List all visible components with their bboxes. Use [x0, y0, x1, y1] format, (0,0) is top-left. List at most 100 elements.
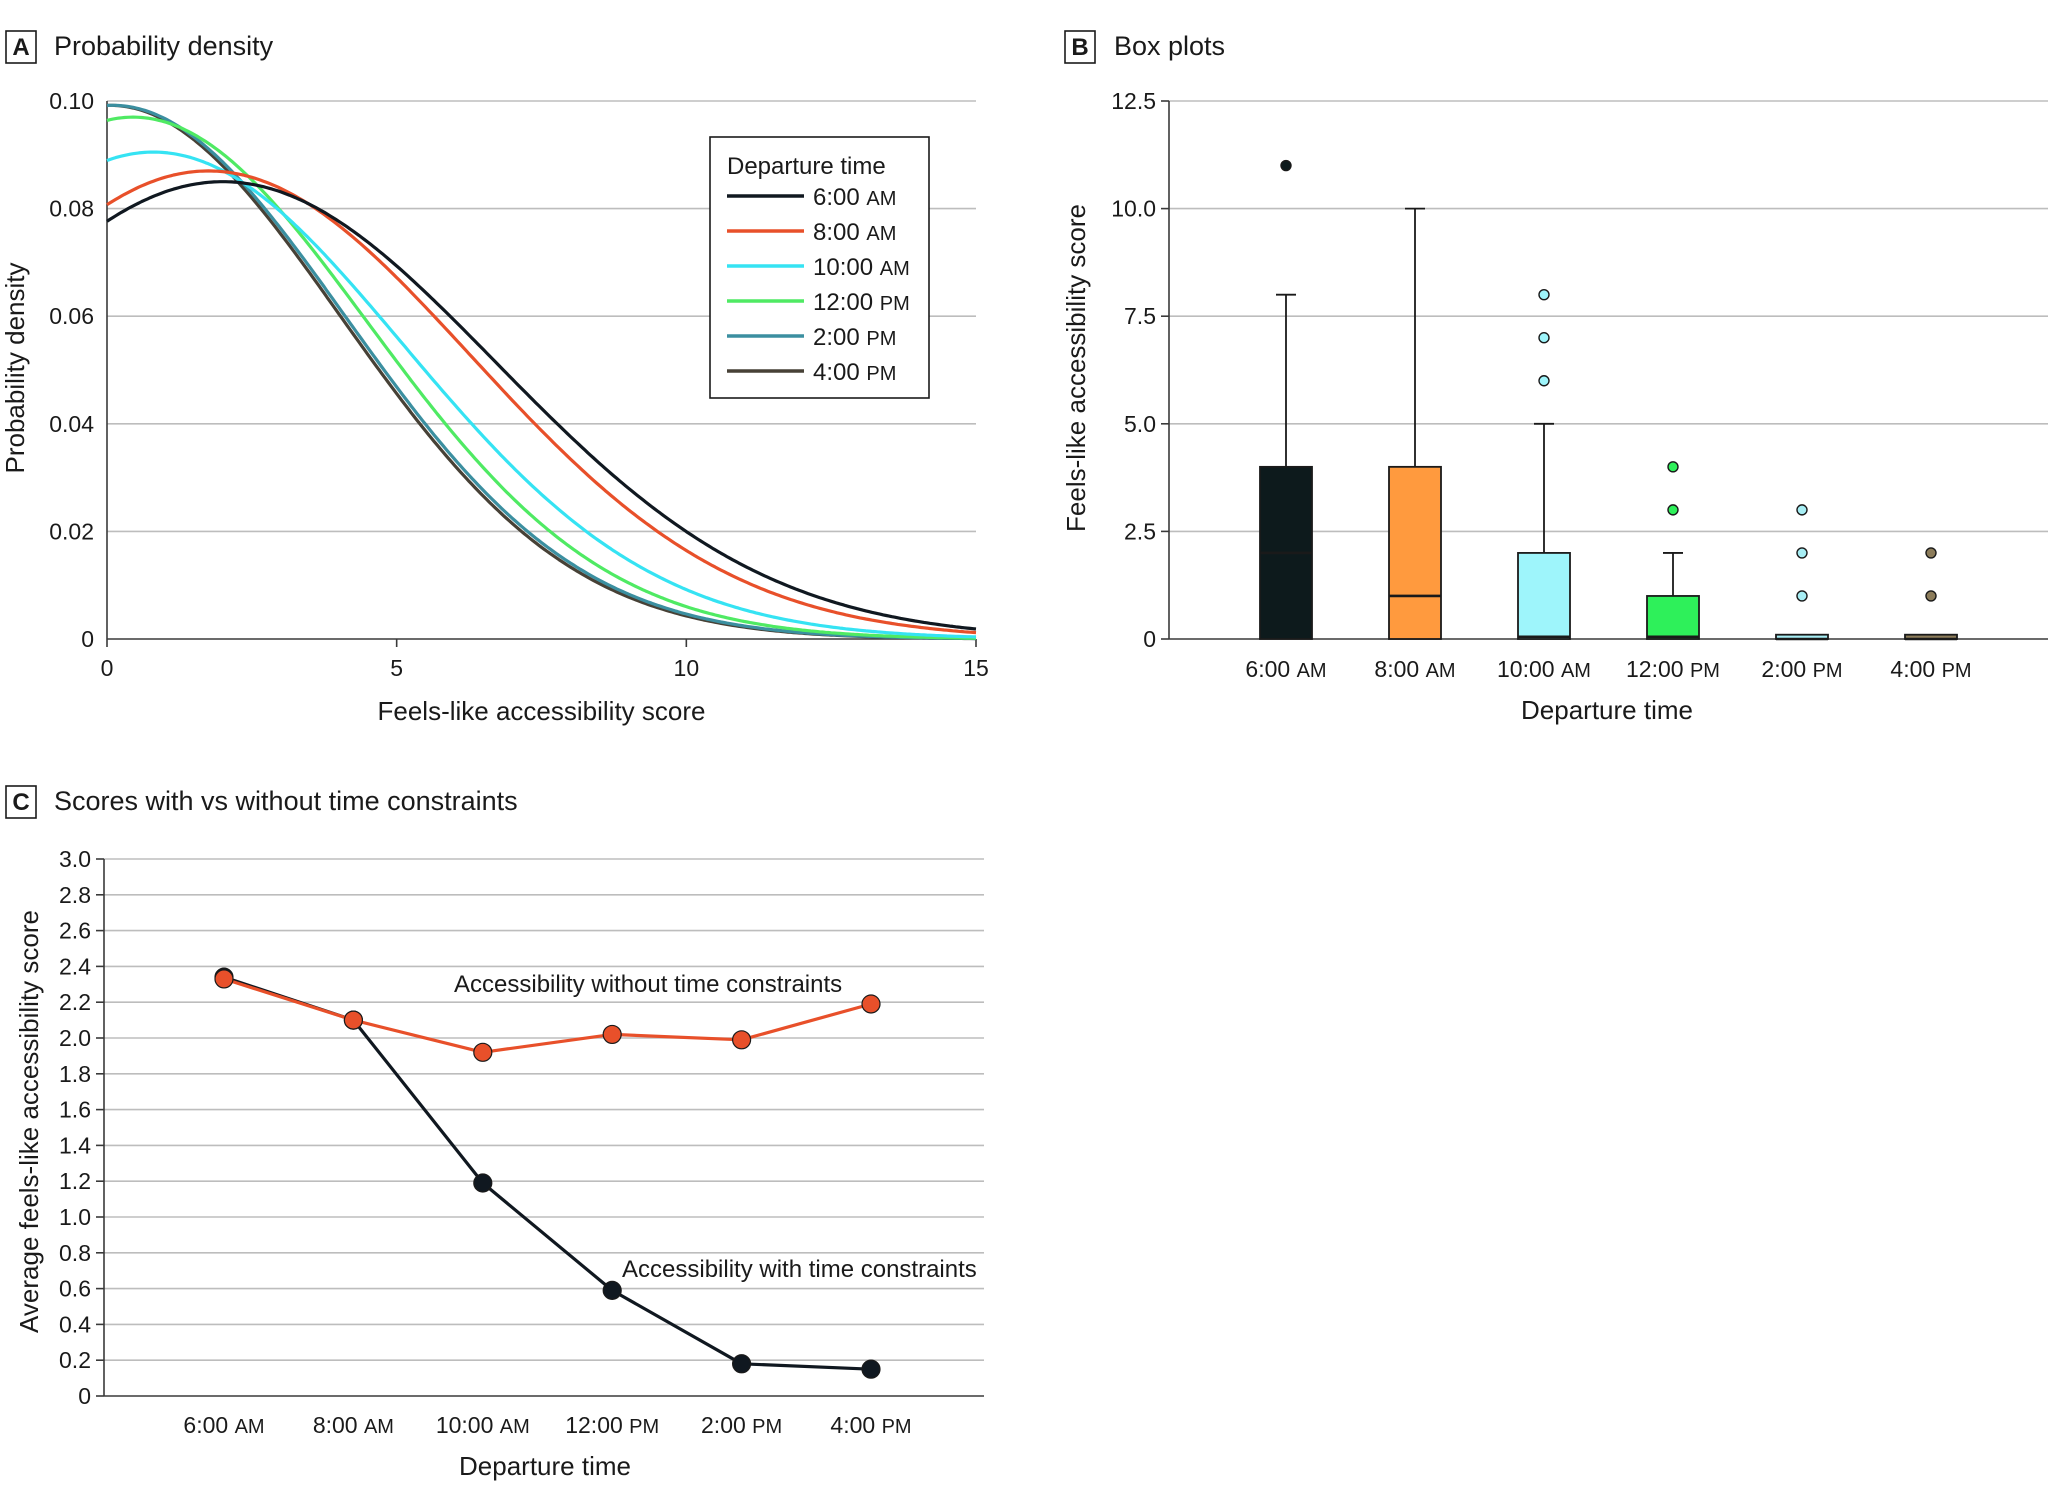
- panel-b-box: [1646, 595, 1700, 640]
- panel-b-outlier: [1667, 461, 1679, 473]
- panel-c-y-tick-label: 0.4: [59, 1311, 91, 1337]
- panel-a-legend-time: 2:00: [813, 324, 866, 351]
- panel-c-annotation-with: Accessibility with time constraints: [622, 1256, 977, 1283]
- panel-c-y-tick-label: 1.8: [59, 1061, 91, 1087]
- panel-c-data-point: [861, 994, 881, 1014]
- panel-c-line-chart: 0 0.2 0.4 0.6 0.8 1.0 1.2 1.4 1.6 1.8 2.0 2.2 2.4 2.6…: [14, 846, 984, 1481]
- panel-b-outlier: [1925, 547, 1937, 559]
- panel-a-legend-label: 12:00 PM: [813, 289, 910, 316]
- panel-c-x-tick-label-time: 8:00: [313, 1412, 364, 1438]
- panel-c-x-tick-label: 4:00 PM: [830, 1412, 911, 1438]
- panel-c-header: C Scores with vs without time constraint…: [5, 785, 518, 819]
- panel-a-density-chart: 0 0.02 0.04 0.06 0.08 0.10 0 5 10 15 Feels-like ac…: [0, 88, 989, 726]
- panel-a-legend-suffix: PM: [880, 293, 910, 315]
- panel-b-y-tick-label: 2.5: [1124, 518, 1156, 544]
- panel-c-data-point: [602, 1024, 622, 1045]
- panel-c-y-tick-label: 2.8: [59, 882, 91, 908]
- panel-c-y-tick-label: 3.0: [59, 846, 91, 872]
- panel-a-y-tick-label: 0.04: [49, 411, 94, 437]
- panel-a-letter: A: [12, 34, 29, 61]
- panel-c-y-tick-label: 0.6: [59, 1276, 91, 1302]
- panel-c-x-tick-label-time: 4:00: [830, 1412, 881, 1438]
- panel-c-x-tick-label: 12:00 PM: [565, 1412, 659, 1438]
- panel-a-y-tick-label: 0.06: [49, 303, 94, 329]
- panel-a-legend-suffix: AM: [866, 188, 896, 210]
- panel-c-x-tick-label-suffix: PM: [629, 1416, 659, 1438]
- panel-c-y-tick-label: 0.2: [59, 1347, 91, 1373]
- panel-c-x-tick-label-time: 6:00: [183, 1412, 234, 1438]
- panel-c-x-tick-label-time: 12:00: [565, 1412, 629, 1438]
- panel-c-y-tick-label: 1.6: [59, 1097, 91, 1123]
- panel-b-x-tick-label-time: 12:00: [1626, 656, 1690, 682]
- panel-c-letter-box: [5, 785, 37, 819]
- panel-a-series-line: [106, 169, 977, 635]
- panel-a-x-axis-label: Feels-like accessibility score: [378, 696, 706, 726]
- panel-c-data-point: [214, 969, 234, 989]
- panel-a-x-tick-label: 5: [390, 655, 403, 681]
- panel-a-x-tick-label: 0: [101, 655, 114, 681]
- panel-b-x-tick-label-time: 6:00: [1245, 656, 1296, 682]
- panel-b-outlier: [1538, 375, 1550, 387]
- panel-b-x-tick-label-time: 4:00: [1890, 656, 1941, 682]
- panel-a-legend-label: 4:00 PM: [813, 359, 896, 386]
- panel-b-y-tick-label: 0: [1143, 626, 1156, 652]
- panel-a-series-line: [106, 115, 977, 640]
- panel-a-legend-suffix: PM: [866, 363, 896, 385]
- panel-c-y-tick-label: 1.4: [59, 1132, 91, 1158]
- panel-b-x-tick-label: 4:00 PM: [1890, 656, 1971, 682]
- panel-b-outlier: [1796, 590, 1808, 602]
- panel-b-outlier: [1538, 288, 1550, 301]
- panel-b-x-tick-label: 10:00 AM: [1497, 656, 1591, 682]
- panel-b-x-tick-label-suffix: PM: [1690, 660, 1720, 682]
- panel-b-box-chart: 02.55.07.510.012.56:00 AM 8:00 AM 10:00 AM…: [1061, 88, 2048, 725]
- panel-a-legend-time: 12:00: [813, 289, 880, 316]
- panel-c-y-tick-label: 1.0: [59, 1204, 91, 1230]
- panel-a-y-tick-label: 0.08: [49, 196, 94, 222]
- panel-c-y-tick-label: 2.2: [59, 989, 91, 1015]
- panel-c-data-point: [731, 1030, 752, 1050]
- panel-c-x-tick-label: 10:00 AM: [436, 1412, 530, 1438]
- panel-b-box: [1517, 552, 1571, 640]
- panel-b-y-axis-label: Feels-like accessibility score: [1061, 204, 1091, 532]
- panel-b-outlier: [1796, 547, 1808, 559]
- panel-a-legend-time: 6:00: [813, 184, 866, 211]
- panel-b-outlier: [1280, 159, 1292, 172]
- panel-c-y-axis-label: Average feels-like accessibility score: [14, 910, 44, 1333]
- panel-a-legend-label: 6:00 AM: [813, 184, 896, 211]
- panel-a-x-tick-label: 10: [674, 655, 700, 681]
- panel-b-y-tick-label: 7.5: [1124, 303, 1156, 329]
- panel-b-x-axis-label: Departure time: [1521, 695, 1693, 725]
- panel-a-series-line: [106, 103, 976, 641]
- panel-c-series-line: [223, 975, 872, 1371]
- panel-b-outlier: [1538, 332, 1550, 344]
- panel-c-y-tick-label: 0: [78, 1383, 91, 1409]
- panel-a-legend-time: 10:00: [813, 254, 880, 281]
- panel-a-y-tick-label: 0: [81, 626, 94, 652]
- panel-a-series-line: [106, 180, 977, 631]
- panel-b-x-tick-label-suffix: PM: [1813, 660, 1843, 682]
- panel-a-x-tick-label: 15: [963, 655, 989, 681]
- panel-c-y-tick-label: 0.8: [59, 1240, 91, 1266]
- panel-b-y-tick-label: 12.5: [1111, 88, 1156, 114]
- panel-c-x-tick-label: 2:00 PM: [701, 1412, 782, 1438]
- panel-a-legend-title: Departure time: [727, 153, 886, 180]
- panel-c-data-point: [473, 1173, 493, 1193]
- panel-c-data-point: [602, 1280, 622, 1300]
- panel-a-letter-box: [5, 30, 37, 64]
- panel-c-y-tick-label: 2.6: [59, 918, 91, 944]
- panel-a-legend-suffix: AM: [866, 223, 896, 245]
- panel-a-legend-time: 8:00: [813, 219, 866, 246]
- panel-b-x-tick-label-time: 2:00: [1761, 656, 1812, 682]
- panel-b-x-tick-label-suffix: AM: [1426, 660, 1456, 682]
- panel-a-legend-suffix: PM: [866, 328, 896, 350]
- panel-a-legend-label: 8:00 AM: [813, 219, 896, 246]
- panel-b-x-tick-label: 6:00 AM: [1245, 656, 1326, 682]
- panel-b-x-tick-label-suffix: PM: [1942, 660, 1972, 682]
- panel-a-title: Probability density: [54, 31, 274, 61]
- panel-c-x-tick-label: 6:00 AM: [183, 1412, 264, 1438]
- panel-b-title: Box plots: [1114, 31, 1225, 61]
- panel-c-data-point: [343, 1010, 363, 1030]
- panel-c-x-tick-label-suffix: PM: [882, 1416, 912, 1438]
